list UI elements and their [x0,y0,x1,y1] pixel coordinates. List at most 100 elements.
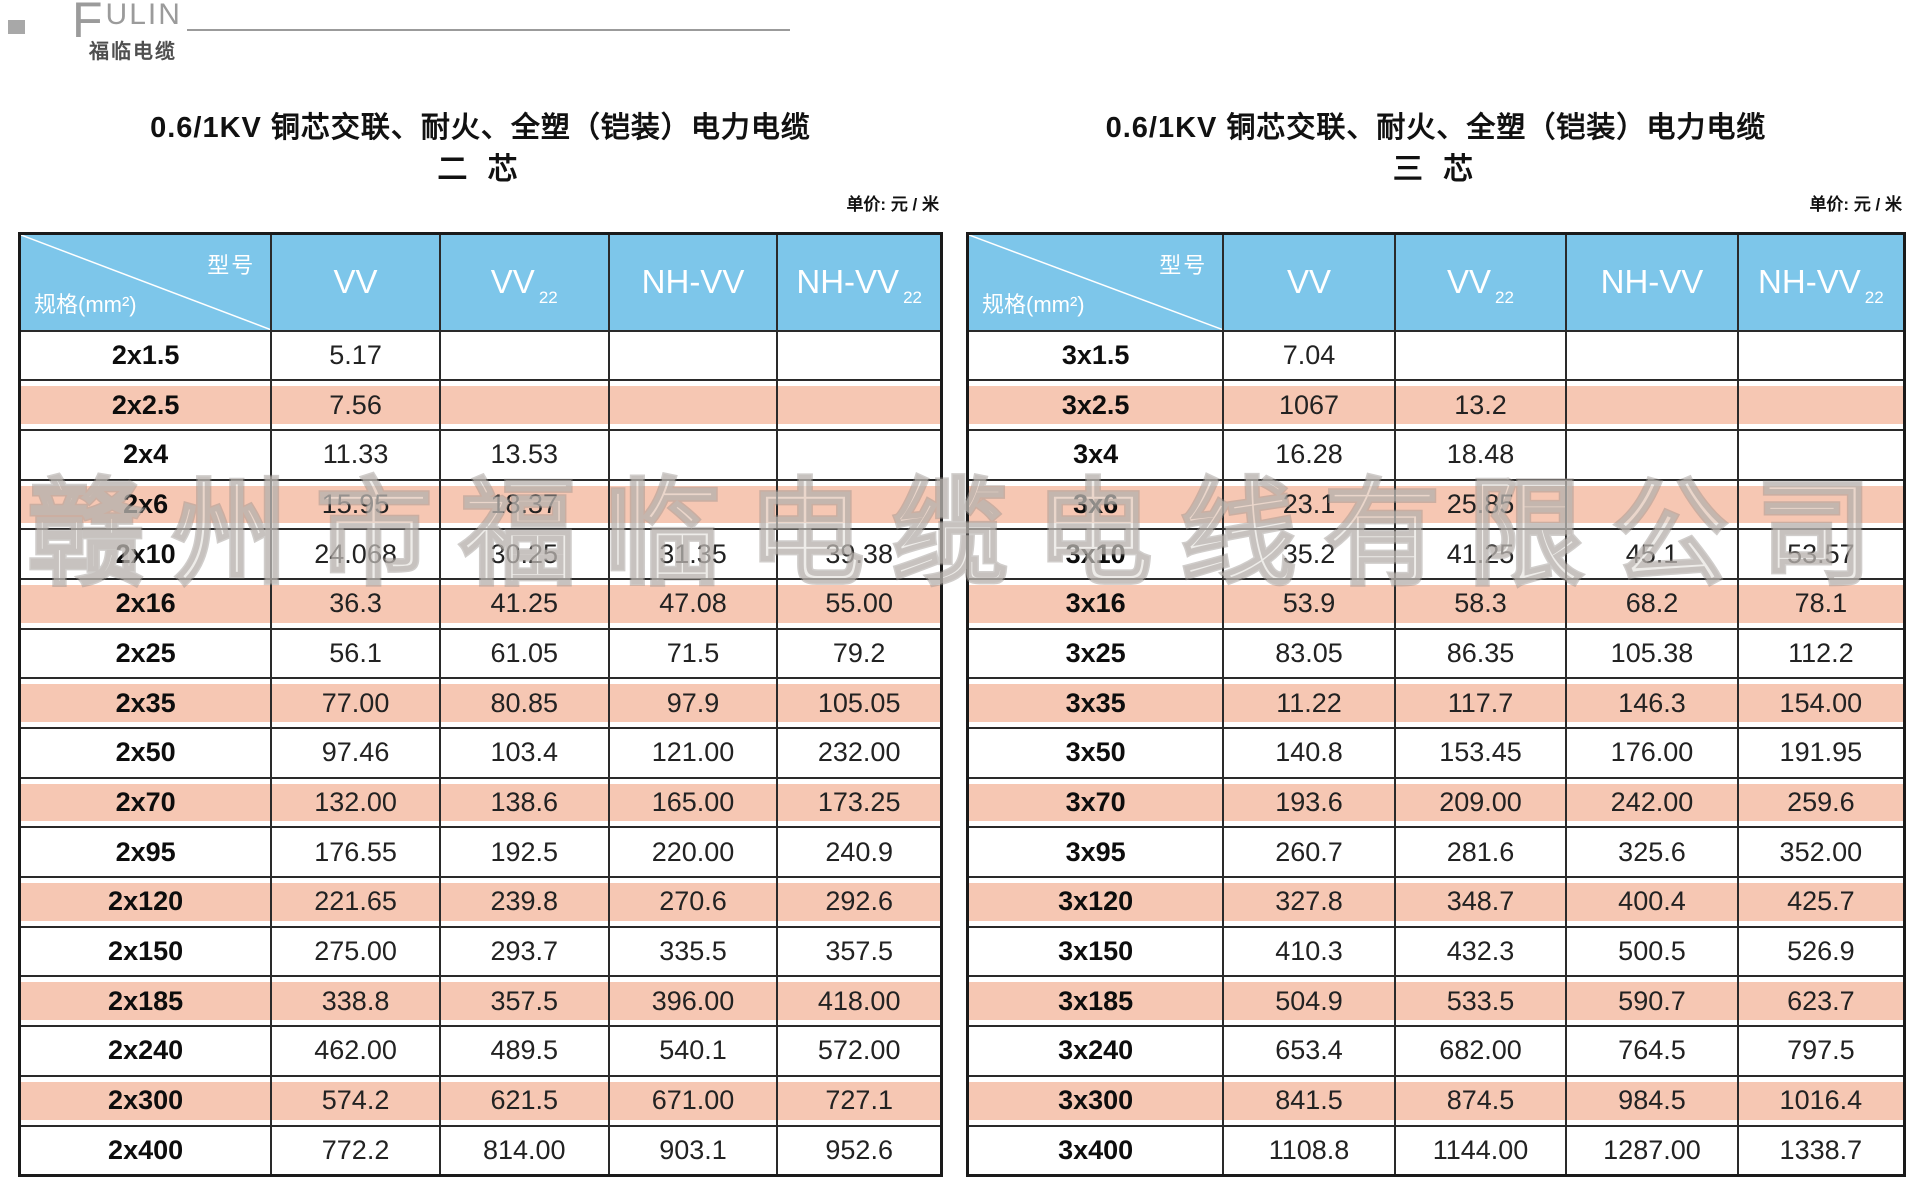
price-cell [1565,329,1739,382]
corner-label-model: 型号 [207,253,256,278]
price-cell: 140.8 [1222,727,1396,779]
price-cell: 45.1 [1565,528,1739,580]
table-row: 2x16 36.3 41.25 47.08 55.00 [18,577,943,630]
header-rule [187,29,790,31]
spec-cell: 2x25 [18,627,273,680]
price-cell: 232.00 [776,727,943,779]
price-cell [607,428,779,481]
price-cell: 35.2 [1222,528,1396,580]
price-cell: 39.38 [776,528,943,580]
price-cell: 410.3 [1222,925,1396,978]
price-cell: 24.068 [270,528,441,580]
price-cell: 526.9 [1736,925,1906,978]
price-cell: 192.5 [438,826,610,879]
spec-cell: 3x240 [966,1025,1225,1077]
price-cell: 132.00 [270,776,441,829]
spec-cell: 3x6 [966,478,1225,531]
table-row: 2x400 772.2 814.00 903.1 952.6 [18,1124,943,1177]
price-cell: 16.28 [1222,428,1396,481]
table-row: 3x120 327.8 348.7 400.4 425.7 [966,876,1906,928]
price-cell: 327.8 [1222,876,1396,928]
unit-note: 单价: 元 / 米 [846,195,939,214]
table-row: 3x150 410.3 432.3 500.5 526.9 [966,925,1906,978]
table-row: 3x400 1108.8 1144.00 1287.00 1338.7 [966,1124,1906,1177]
spec-cell: 2x4 [18,428,273,481]
price-cell: 55.00 [776,577,943,630]
price-cell: 489.5 [438,1025,610,1077]
price-cell: 260.7 [1222,826,1396,879]
column-header: NH-VV 22 [1736,232,1906,332]
price-cell: 193.6 [1222,776,1396,829]
price-cell: 105.38 [1565,627,1739,680]
column-header: VV 22 [438,232,610,332]
corner-label-spec: 规格(mm²) [982,291,1085,317]
table-row: 3x300 841.5 874.5 984.5 1016.4 [966,1074,1906,1127]
table-row: 3x2.5 1067 13.2 [966,379,1906,431]
column-header: VV [1222,232,1396,332]
price-cell: 292.6 [776,876,943,928]
price-cell: 5.17 [270,329,441,382]
price-cell [1393,329,1568,382]
corner-header-cell: 型号 规格(mm²) [966,232,1225,332]
price-cell: 221.65 [270,876,441,928]
price-cell: 78.1 [1736,577,1906,630]
price-cell: 11.33 [270,428,441,481]
price-cell: 653.4 [1222,1025,1396,1077]
spec-cell: 3x95 [966,826,1225,879]
price-cell [607,379,779,431]
table-row: 2x2.5 7.56 [18,379,943,431]
table-row: 2x120 221.65 239.8 270.6 292.6 [18,876,943,928]
price-cell: 209.00 [1393,776,1568,829]
price-cell: 764.5 [1565,1025,1739,1077]
price-cell: 68.2 [1565,577,1739,630]
price-cell: 240.9 [776,826,943,879]
price-cell: 396.00 [607,975,779,1028]
price-cell: 270.6 [607,876,779,928]
brand-square-icon [8,20,25,34]
price-cell: 259.6 [1736,776,1906,829]
price-cell: 153.45 [1393,727,1568,779]
price-cell: 36.3 [270,577,441,630]
price-cell: 1287.00 [1565,1124,1739,1177]
spec-cell: 3x120 [966,876,1225,928]
spec-cell: 2x400 [18,1124,273,1177]
price-cell [1736,478,1906,531]
spec-cell: 3x16 [966,577,1225,630]
price-cell: 7.56 [270,379,441,431]
price-cell: 220.00 [607,826,779,879]
price-cell: 13.53 [438,428,610,481]
price-cell: 83.05 [1222,627,1396,680]
price-cell: 56.1 [270,627,441,680]
price-cell [776,379,943,431]
spec-cell: 2x95 [18,826,273,879]
price-cell: 13.2 [1393,379,1568,431]
brand-logo-chinese: 福临电缆 [89,41,177,63]
diagonal-line [21,235,270,330]
price-cell: 281.6 [1393,826,1568,879]
header-row: 型号 规格(mm²) VV VV 22 NH-VV NH-VV 22 [18,232,943,332]
price-cell: 61.05 [438,627,610,680]
brand-logo-rest: ULIN [105,0,182,31]
unit-note: 单价: 元 / 米 [1809,195,1902,214]
price-cell: 772.2 [270,1124,441,1177]
price-cell: 533.5 [1393,975,1568,1028]
column-header: NH-VV [607,232,779,332]
price-cell [607,478,779,531]
table-row: 3x16 53.9 58.3 68.2 78.1 [966,577,1906,630]
price-cell: 797.5 [1736,1025,1906,1077]
table-row: 2x70 132.00 138.6 165.00 173.25 [18,776,943,829]
price-cell: 121.00 [607,727,779,779]
price-cell: 53.9 [1222,577,1396,630]
price-cell: 425.7 [1736,876,1906,928]
price-cell: 165.00 [607,776,779,829]
price-cell: 275.00 [270,925,441,978]
spec-cell: 3x35 [966,677,1225,729]
price-cell [438,329,610,382]
price-cell: 18.48 [1393,428,1568,481]
table-row: 3x25 83.05 86.35 105.38 112.2 [966,627,1906,680]
price-cell: 338.8 [270,975,441,1028]
price-cell: 176.00 [1565,727,1739,779]
brand-logo: F ULIN 福临电缆 [72,0,182,62]
table-row: 3x240 653.4 682.00 764.5 797.5 [966,1025,1906,1077]
price-cell: 31.35 [607,528,779,580]
